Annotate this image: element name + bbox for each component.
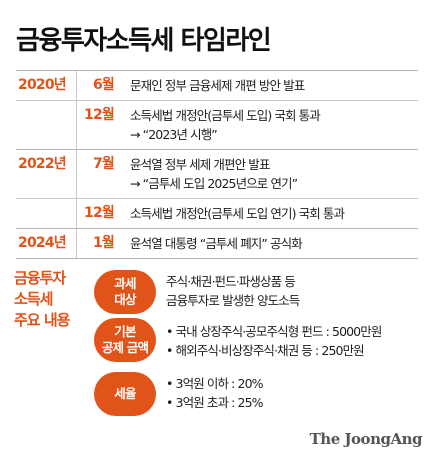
desc-line: • 3억원 이하 : 20% [166, 376, 264, 391]
pill-basic-deduction: 기본 공제 금액 [94, 318, 156, 362]
timeline-row: 2020년 6월 문재인 정부 금융세제 개편 방안 발표 [16, 71, 418, 101]
desc-line: 주식·채권·펀드·파생상품 등 [166, 274, 296, 289]
pill-line: 공제 금액 [101, 340, 149, 355]
summary-label-line: 소득세 [14, 290, 53, 308]
timeline-year: 2024년 [18, 235, 67, 251]
desc-line: • 국내 상장주식·공모주식형 펀드 : 5000만원 [166, 324, 382, 339]
summary-label-line: 주요 내용 [14, 311, 70, 329]
summary-label-line: 금융투자 [14, 269, 66, 287]
event-line: 윤석열 정부 세제 개편안 발표 [130, 157, 270, 172]
event-line: → “2023년 시행” [130, 127, 218, 142]
timeline-year [16, 101, 76, 111]
timeline-table: 2020년 6월 문재인 정부 금융세제 개편 방안 발표 12월 소득세법 개… [16, 70, 418, 259]
timeline-row: 12월 소득세법 개정안(금투세 도입 연기) 국회 통과 [16, 199, 418, 229]
timeline-event: 문재인 정부 금융세제 개편 방안 발표 [120, 71, 418, 100]
page-title: 금융투자소득세 타임라인 [16, 26, 272, 56]
event-line: 문재인 정부 금융세제 개편 방안 발표 [130, 78, 305, 93]
basic-deduction-desc: • 국내 상장주식·공모주식형 펀드 : 5000만원 • 해외주식·비상장주식… [166, 322, 382, 360]
timeline-month: 6월 [76, 71, 120, 100]
event-line: → “금투세 도입 2025년으로 연기” [130, 176, 298, 191]
event-line: 윤석열 대통령 “금투세 폐지” 공식화 [130, 236, 303, 251]
timeline-event: 소득세법 개정안(금투세 도입) 국회 통과 → “2023년 시행” [120, 101, 418, 149]
event-line: 소득세법 개정안(금투세 도입) 국회 통과 [130, 108, 321, 123]
event-line: 소득세법 개정안(금투세 도입 연기) 국회 통과 [130, 206, 345, 221]
tax-rate-desc: • 3억원 이하 : 20% • 3억원 초과 : 25% [166, 374, 264, 412]
pill-line: 기본 [114, 324, 136, 339]
timeline-year: 2020년 [18, 77, 67, 93]
pill-line: 대상 [114, 292, 136, 307]
timeline-row: 2024년 1월 윤석열 대통령 “금투세 폐지” 공식화 [16, 229, 418, 259]
desc-line: • 3억원 초과 : 25% [166, 395, 264, 410]
timeline-event: 윤석열 대통령 “금투세 폐지” 공식화 [120, 229, 418, 258]
timeline-year: 2022년 [18, 156, 67, 172]
desc-line: • 해외주식·비상장주식·채권 등 : 250만원 [166, 343, 365, 358]
joongang-logo: The JoongAng [309, 430, 423, 448]
summary-label: 금융투자 소득세 주요 내용 [14, 268, 70, 331]
desc-line: 금융투자로 발생한 양도소득 [166, 293, 300, 308]
timeline-row: 12월 소득세법 개정안(금투세 도입) 국회 통과 → “2023년 시행” [16, 101, 418, 150]
pill-line: 과세 [114, 276, 136, 291]
timeline-event: 소득세법 개정안(금투세 도입 연기) 국회 통과 [120, 199, 418, 228]
pill-tax-target: 과세 대상 [94, 270, 156, 314]
pill-line: 세율 [114, 386, 136, 401]
timeline-year [16, 199, 76, 209]
tax-target-desc: 주식·채권·펀드·파생상품 등 금융투자로 발생한 양도소득 [166, 272, 300, 310]
timeline-row: 2022년 7월 윤석열 정부 세제 개편안 발표 → “금투세 도입 2025… [16, 150, 418, 199]
pill-tax-rate: 세율 [94, 372, 156, 416]
timeline-month: 12월 [76, 199, 120, 228]
timeline-month: 12월 [76, 101, 120, 149]
timeline-event: 윤석열 정부 세제 개편안 발표 → “금투세 도입 2025년으로 연기” [120, 150, 418, 198]
timeline-month: 1월 [76, 229, 120, 258]
timeline-month: 7월 [76, 150, 120, 198]
